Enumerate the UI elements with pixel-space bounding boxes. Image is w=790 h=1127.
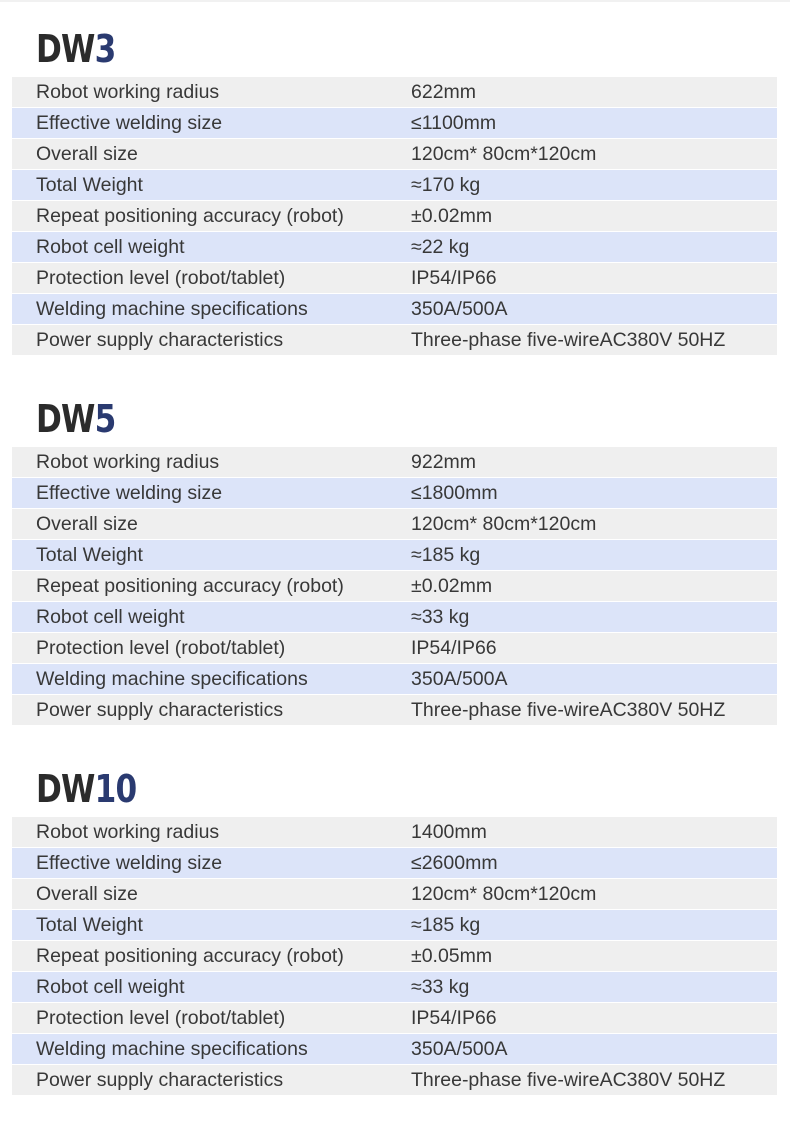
spec-value: 350A/500A — [411, 1037, 508, 1060]
spec-label: Total Weight — [36, 913, 143, 936]
spec-label: Repeat positioning accuracy (robot) — [36, 574, 344, 597]
spec-label: Robot working radius — [36, 820, 220, 843]
spec-value: 622mm — [411, 80, 477, 103]
spec-value: ±0.05mm — [411, 944, 493, 967]
table-row: Protection level (robot/tablet) IP54/IP6… — [12, 633, 777, 663]
spec-value: ≈170 kg — [411, 173, 481, 196]
table-row: Power supply characteristics Three-phase… — [12, 1065, 777, 1095]
table-row: Welding machine specifications 350A/500A — [12, 294, 777, 324]
spec-value: IP54/IP66 — [411, 266, 497, 289]
spec-section-dw5: DW5 Robot working radius 922mm Effective… — [12, 397, 777, 726]
spec-value: ≈33 kg — [411, 605, 470, 628]
table-row: Power supply characteristics Three-phase… — [12, 325, 777, 355]
model-prefix: DW — [36, 397, 95, 441]
table-row: Robot cell weight ≈33 kg — [12, 602, 777, 632]
table-row: Total Weight ≈185 kg — [12, 910, 777, 940]
spec-value: ≈22 kg — [411, 235, 470, 258]
spec-label: Power supply characteristics — [36, 328, 284, 351]
spec-label: Overall size — [36, 882, 138, 905]
model-title: DW5 — [36, 397, 117, 441]
spec-section-dw10: DW10 Robot working radius 1400mm Effecti… — [12, 767, 777, 1096]
spec-label: Power supply characteristics — [36, 1068, 284, 1091]
table-row: Effective welding size ≤1100mm — [12, 108, 777, 138]
spec-table: Robot working radius 622mm Effective wel… — [12, 77, 777, 355]
spec-value: ±0.02mm — [411, 574, 493, 597]
spec-value: 120cm* 80cm*120cm — [411, 882, 597, 905]
spec-value: 922mm — [411, 450, 477, 473]
spec-table: Robot working radius 922mm Effective wel… — [12, 447, 777, 725]
spec-value: IP54/IP66 — [411, 636, 497, 659]
table-row: Protection level (robot/tablet) IP54/IP6… — [12, 263, 777, 293]
table-row: Robot working radius 922mm — [12, 447, 777, 477]
spec-value: ≈33 kg — [411, 975, 470, 998]
spec-value: IP54/IP66 — [411, 1006, 497, 1029]
spec-label: Robot working radius — [36, 80, 220, 103]
spec-value: ≤1100mm — [411, 111, 497, 134]
table-row: Welding machine specifications 350A/500A — [12, 664, 777, 694]
spec-label: Effective welding size — [36, 851, 223, 874]
model-number: 3 — [94, 27, 117, 71]
spec-value: Three-phase five-wireAC380V 50HZ — [411, 328, 726, 351]
table-row: Protection level (robot/tablet) IP54/IP6… — [12, 1003, 777, 1033]
spec-value: Three-phase five-wireAC380V 50HZ — [411, 698, 726, 721]
spec-label: Protection level (robot/tablet) — [36, 636, 286, 659]
table-row: Robot working radius 1400mm — [12, 817, 777, 847]
spec-label: Robot cell weight — [36, 975, 185, 998]
table-row: Power supply characteristics Three-phase… — [12, 695, 777, 725]
table-row: Total Weight ≈170 kg — [12, 170, 777, 200]
spec-value: ≈185 kg — [411, 913, 481, 936]
spec-value: 350A/500A — [411, 667, 508, 690]
table-row: Robot cell weight ≈22 kg — [12, 232, 777, 262]
spec-label: Effective welding size — [36, 481, 223, 504]
spec-value: 120cm* 80cm*120cm — [411, 142, 597, 165]
spec-label: Overall size — [36, 512, 138, 535]
spec-label: Repeat positioning accuracy (robot) — [36, 204, 344, 227]
table-row: Repeat positioning accuracy (robot) ±0.0… — [12, 571, 777, 601]
spec-label: Welding machine specifications — [36, 297, 308, 320]
table-row: Effective welding size ≤1800mm — [12, 478, 777, 508]
spec-label: Total Weight — [36, 543, 143, 566]
table-row: Welding machine specifications 350A/500A — [12, 1034, 777, 1064]
spec-table: Robot working radius 1400mm Effective we… — [12, 817, 777, 1095]
table-row: Repeat positioning accuracy (robot) ±0.0… — [12, 941, 777, 971]
spec-value: ≈185 kg — [411, 543, 481, 566]
table-row: Robot cell weight ≈33 kg — [12, 972, 777, 1002]
table-row: Total Weight ≈185 kg — [12, 540, 777, 570]
spec-label: Power supply characteristics — [36, 698, 284, 721]
spec-value: 1400mm — [411, 820, 487, 843]
model-number: 5 — [94, 397, 117, 441]
table-row: Overall size 120cm* 80cm*120cm — [12, 879, 777, 909]
spec-label: Welding machine specifications — [36, 1037, 308, 1060]
table-row: Overall size 120cm* 80cm*120cm — [12, 139, 777, 169]
spec-label: Overall size — [36, 142, 138, 165]
model-title: DW3 — [36, 27, 117, 71]
spec-label: Protection level (robot/tablet) — [36, 1006, 286, 1029]
spec-label: Protection level (robot/tablet) — [36, 266, 286, 289]
spec-value: 120cm* 80cm*120cm — [411, 512, 597, 535]
spec-label: Robot cell weight — [36, 235, 185, 258]
table-row: Repeat positioning accuracy (robot) ±0.0… — [12, 201, 777, 231]
model-prefix: DW — [36, 767, 95, 811]
spec-value: 350A/500A — [411, 297, 508, 320]
top-divider — [0, 0, 790, 2]
spec-label: Welding machine specifications — [36, 667, 308, 690]
spec-value: ±0.02mm — [411, 204, 493, 227]
spec-label: Total Weight — [36, 173, 143, 196]
spec-label: Repeat positioning accuracy (robot) — [36, 944, 344, 967]
model-title: DW10 — [36, 767, 138, 811]
table-row: Effective welding size ≤2600mm — [12, 848, 777, 878]
model-prefix: DW — [36, 27, 95, 71]
model-number: 10 — [94, 767, 138, 811]
table-row: Overall size 120cm* 80cm*120cm — [12, 509, 777, 539]
spec-value: ≤2600mm — [411, 851, 498, 874]
spec-label: Robot working radius — [36, 450, 220, 473]
spec-label: Effective welding size — [36, 111, 223, 134]
spec-value: Three-phase five-wireAC380V 50HZ — [411, 1068, 726, 1091]
spec-section-dw3: DW3 Robot working radius 622mm Effective… — [12, 27, 777, 356]
table-row: Robot working radius 622mm — [12, 77, 777, 107]
spec-label: Robot cell weight — [36, 605, 185, 628]
spec-value: ≤1800mm — [411, 481, 498, 504]
